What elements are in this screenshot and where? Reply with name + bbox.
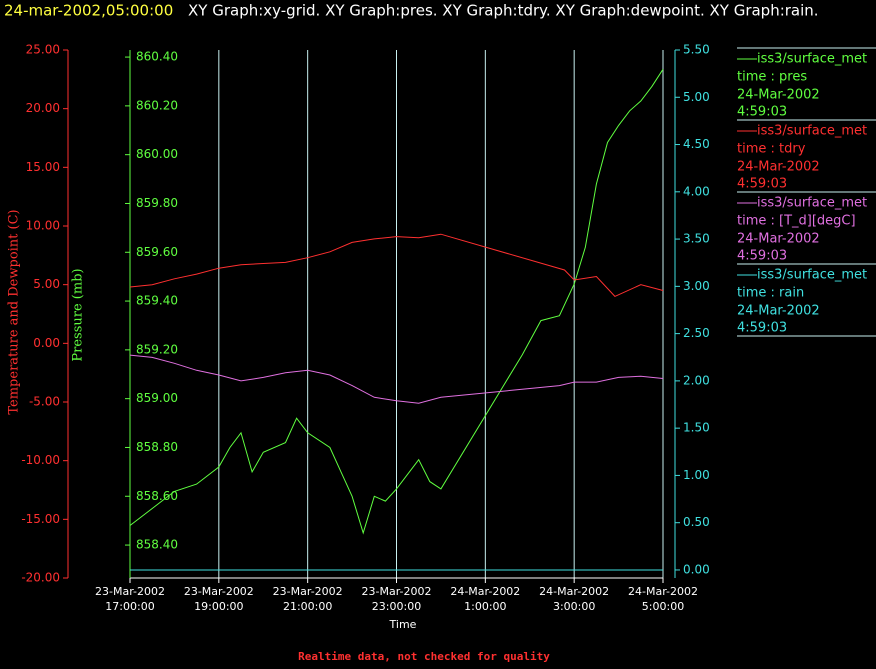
y2-tick-label: 860.20 bbox=[136, 98, 178, 112]
y2-tick-label: 860.00 bbox=[136, 147, 178, 161]
footnote: Realtime data, not checked for quality bbox=[298, 650, 550, 663]
x-tick-label: 24-Mar-2002 bbox=[450, 585, 520, 598]
y2-tick-label: 859.40 bbox=[136, 294, 178, 308]
y2-tick-label: 858.80 bbox=[136, 440, 178, 454]
x-tick-label: 23-Mar-2002 bbox=[184, 585, 254, 598]
legend-label: time : [T_d][degC] bbox=[737, 214, 856, 229]
legend-label: time : tdry bbox=[737, 142, 806, 157]
y3-tick-label: 1.00 bbox=[683, 468, 710, 482]
y-tick-label: 20.00 bbox=[26, 101, 60, 115]
x-tick-label: 23-Mar-2002 bbox=[273, 585, 343, 598]
y2-axis-label: Pressure (mb) bbox=[71, 268, 86, 361]
y-tick-label: 5.00 bbox=[33, 277, 60, 291]
y3-tick-label: 0.50 bbox=[683, 515, 710, 529]
legend-time: 4:59:03 bbox=[737, 249, 787, 264]
x-tick-label: 19:00:00 bbox=[194, 600, 243, 613]
y-tick-label: -15.00 bbox=[21, 512, 60, 526]
x-tick-label: 1:00:00 bbox=[464, 600, 506, 613]
x-tick-label: 24-Mar-2002 bbox=[539, 585, 609, 598]
y3-tick-label: 5.00 bbox=[683, 90, 710, 104]
y2-tick-label: 859.60 bbox=[136, 245, 178, 259]
y-tick-label: 10.00 bbox=[26, 219, 60, 233]
legend-date: 24-Mar-2002 bbox=[737, 160, 820, 175]
legend-time: 4:59:03 bbox=[737, 105, 787, 120]
series-line bbox=[129, 69, 664, 535]
x-tick-label: 5:00:00 bbox=[642, 600, 684, 613]
y3-tick-label: 5.50 bbox=[683, 43, 710, 57]
y-tick-label: 0.00 bbox=[33, 336, 60, 350]
y3-tick-label: 1.50 bbox=[683, 421, 710, 435]
legend-time: 4:59:03 bbox=[737, 321, 787, 336]
legend-source: iss3/surface_met bbox=[757, 52, 867, 67]
y-tick-label: 25.00 bbox=[26, 43, 60, 57]
x-tick-label: 3:00:00 bbox=[553, 600, 595, 613]
x-axis-label: Time bbox=[389, 618, 417, 631]
header-time: 24-mar-2002,05:00:00 bbox=[4, 2, 173, 20]
y2-tick-label: 859.20 bbox=[136, 342, 178, 356]
y3-tick-label: 2.50 bbox=[683, 326, 710, 340]
y3-tick-label: 3.50 bbox=[683, 232, 710, 246]
x-tick-label: 23-Mar-2002 bbox=[95, 585, 165, 598]
legend-time: 4:59:03 bbox=[737, 177, 787, 192]
x-tick-label: 21:00:00 bbox=[283, 600, 332, 613]
y2-tick-label: 858.60 bbox=[136, 489, 178, 503]
legend-label: time : pres bbox=[737, 70, 807, 85]
y2-tick-label: 860.40 bbox=[136, 50, 178, 64]
y-tick-label: 15.00 bbox=[26, 160, 60, 174]
y2-tick-label: 859.80 bbox=[136, 196, 178, 210]
legend-date: 24-Mar-2002 bbox=[737, 232, 820, 247]
x-tick-label: 24-Mar-2002 bbox=[628, 585, 698, 598]
x-tick-label: 23:00:00 bbox=[372, 600, 421, 613]
legend-label: time : rain bbox=[737, 286, 804, 301]
legend-date: 24-Mar-2002 bbox=[737, 88, 820, 103]
y3-tick-label: 3.00 bbox=[683, 279, 710, 293]
y2-tick-label: 858.40 bbox=[136, 538, 178, 552]
x-tick-label: 17:00:00 bbox=[105, 600, 154, 613]
series-line bbox=[129, 233, 664, 298]
y3-tick-label: 0.00 bbox=[683, 562, 710, 576]
y3-tick-label: 4.50 bbox=[683, 137, 710, 151]
y3-tick-label: 2.00 bbox=[683, 373, 710, 387]
y3-tick-label: 4.00 bbox=[683, 184, 710, 198]
y-axis-label: Temperature and Dewpoint (C) bbox=[7, 209, 22, 414]
y2-tick-label: 859.00 bbox=[136, 391, 178, 405]
legend-source: iss3/surface_met bbox=[757, 196, 867, 211]
legend-date: 24-Mar-2002 bbox=[737, 304, 820, 319]
y-tick-label: -20.00 bbox=[21, 571, 60, 585]
y-tick-label: -5.00 bbox=[29, 395, 60, 409]
series-line bbox=[129, 354, 664, 404]
legend-source: iss3/surface_met bbox=[757, 268, 867, 283]
header-graphs: XY Graph:xy-grid. XY Graph:pres. XY Grap… bbox=[188, 2, 819, 20]
x-tick-label: 23-Mar-2002 bbox=[362, 585, 432, 598]
y-tick-label: -10.00 bbox=[21, 453, 60, 467]
legend-source: iss3/surface_met bbox=[757, 124, 867, 139]
